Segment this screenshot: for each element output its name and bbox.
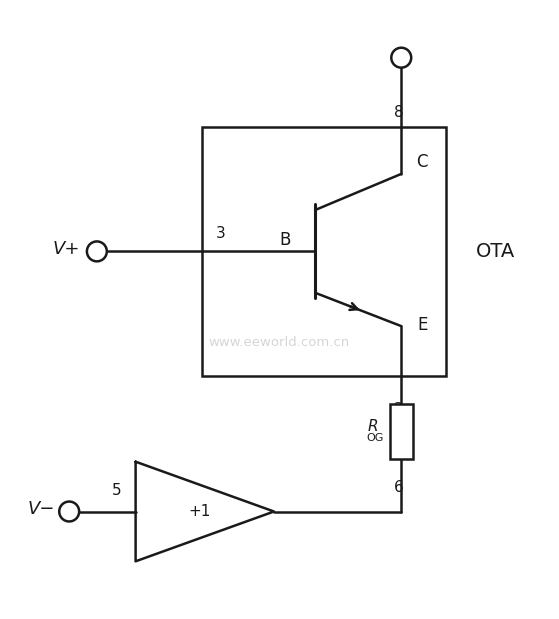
Text: $R$: $R$	[367, 418, 378, 434]
Text: E: E	[417, 316, 428, 334]
Text: OG: OG	[367, 433, 384, 443]
Text: V−: V−	[28, 500, 55, 517]
Text: +1: +1	[188, 504, 210, 519]
Text: C: C	[416, 153, 428, 171]
Text: OTA: OTA	[476, 242, 515, 261]
Text: 3: 3	[216, 227, 226, 241]
Text: V+: V+	[53, 240, 80, 258]
Text: 2: 2	[394, 402, 403, 417]
Text: 8: 8	[394, 105, 403, 120]
Text: 5: 5	[111, 483, 121, 498]
Text: www.eeworld.com.cn: www.eeworld.com.cn	[209, 336, 350, 349]
Bar	[202, 127, 446, 376]
Text: 6: 6	[394, 480, 404, 495]
Bar	[390, 404, 413, 459]
Text: B: B	[280, 231, 291, 249]
